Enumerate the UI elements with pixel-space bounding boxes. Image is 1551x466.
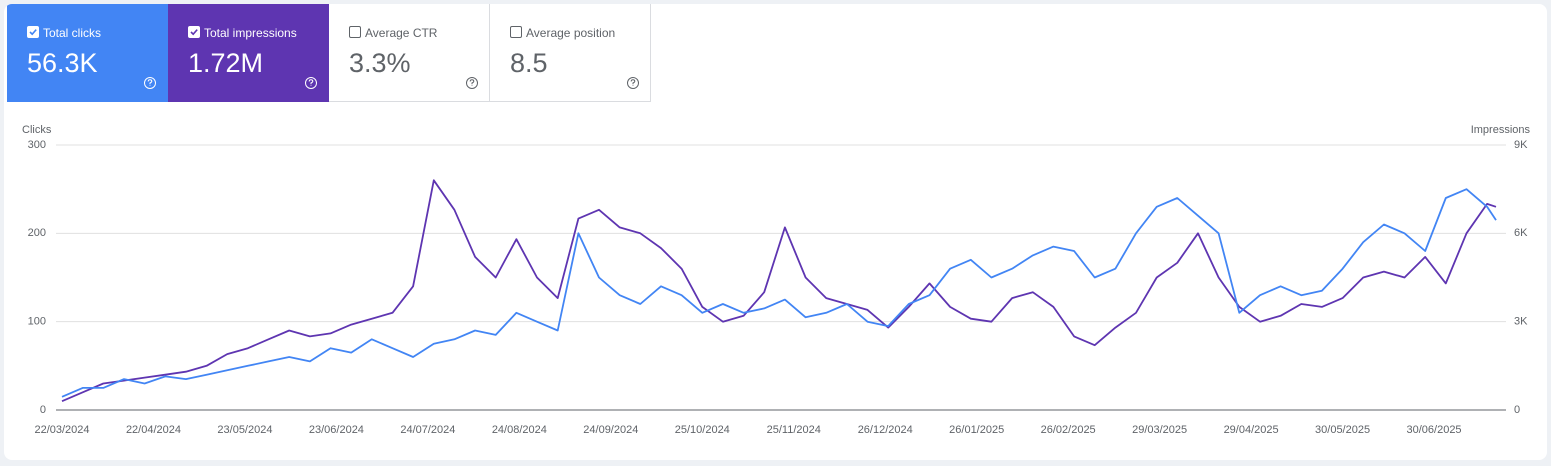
x-tick-label: 26/02/2025 [1041,424,1096,436]
metric-value: 3.3% [349,48,411,78]
y2-tick-label: 6K [1514,227,1528,239]
x-tick-label: 22/03/2024 [34,424,89,436]
metric-card[interactable]: Average position 8.5 [490,4,651,102]
metric-card[interactable]: Total clicks 56.3K [7,4,168,102]
metric-card[interactable]: Average CTR 3.3% [329,4,490,102]
y2-tick-label: 3K [1514,316,1528,328]
y-tick-label: 100 [28,316,46,328]
help-icon-glyph [630,79,636,86]
x-tick-label: 30/06/2025 [1407,424,1462,436]
x-tick-label: 24/09/2024 [583,424,638,436]
x-tick-label: 29/04/2025 [1224,424,1279,436]
x-tick-label: 25/11/2024 [767,424,821,436]
checkbox [188,26,200,38]
check-mark [29,29,37,36]
x-tick-label: 23/06/2024 [309,424,364,436]
checkbox [27,26,39,38]
metric-card[interactable]: Total impressions 1.72M [168,4,329,102]
y-axis-title: Clicks [22,124,52,136]
checkbox [349,26,361,38]
metric-cards: Total clicks 56.3K Total impressions 1.72M A… [7,4,651,102]
metric-label: Total impressions [204,26,297,40]
metric-label: Average CTR [365,26,438,40]
y-tick-label: 200 [28,227,46,239]
help-icon-glyph [308,79,314,86]
metric-value: 56.3K [27,48,98,78]
y-tick-label: 0 [40,404,46,416]
help-icon [627,77,639,89]
panel: Total clicks 56.3K Total impressions 1.72M A… [4,4,1547,460]
help-icon [466,77,478,89]
metric-value: 1.72M [188,48,264,78]
series-line [61,179,1497,403]
help-icon-glyph [147,79,153,86]
x-tick-label: 30/05/2025 [1315,424,1370,436]
y-tick-label: 300 [28,139,46,151]
x-tick-label: 26/01/2025 [949,424,1004,436]
metric-label: Average position [526,26,616,40]
series-line [61,188,1497,398]
y2-tick-label: 9K [1514,139,1528,151]
x-tick-label: 25/10/2024 [675,424,730,436]
y2-axis-title: Impressions [1471,124,1531,136]
metric-value: 8.5 [510,48,548,78]
help-icon-glyph [469,79,475,86]
x-tick-label: 26/12/2024 [858,424,913,436]
x-tick-label: 23/05/2024 [217,424,272,436]
checkbox [510,26,522,38]
check-mark [190,29,198,36]
chart: Clicks Impressions 0 100 200 300 0 3K 6K 9K 22/0… [22,124,1531,436]
y2-tick-label: 0 [1514,404,1520,416]
help-icon [144,77,156,89]
x-tick-label: 24/07/2024 [400,424,455,436]
x-tick-label: 29/03/2025 [1132,424,1187,436]
x-tick-label: 22/04/2024 [126,424,181,436]
help-icon [305,77,317,89]
metric-label: Total clicks [43,26,102,40]
x-tick-label: 24/08/2024 [492,424,547,436]
